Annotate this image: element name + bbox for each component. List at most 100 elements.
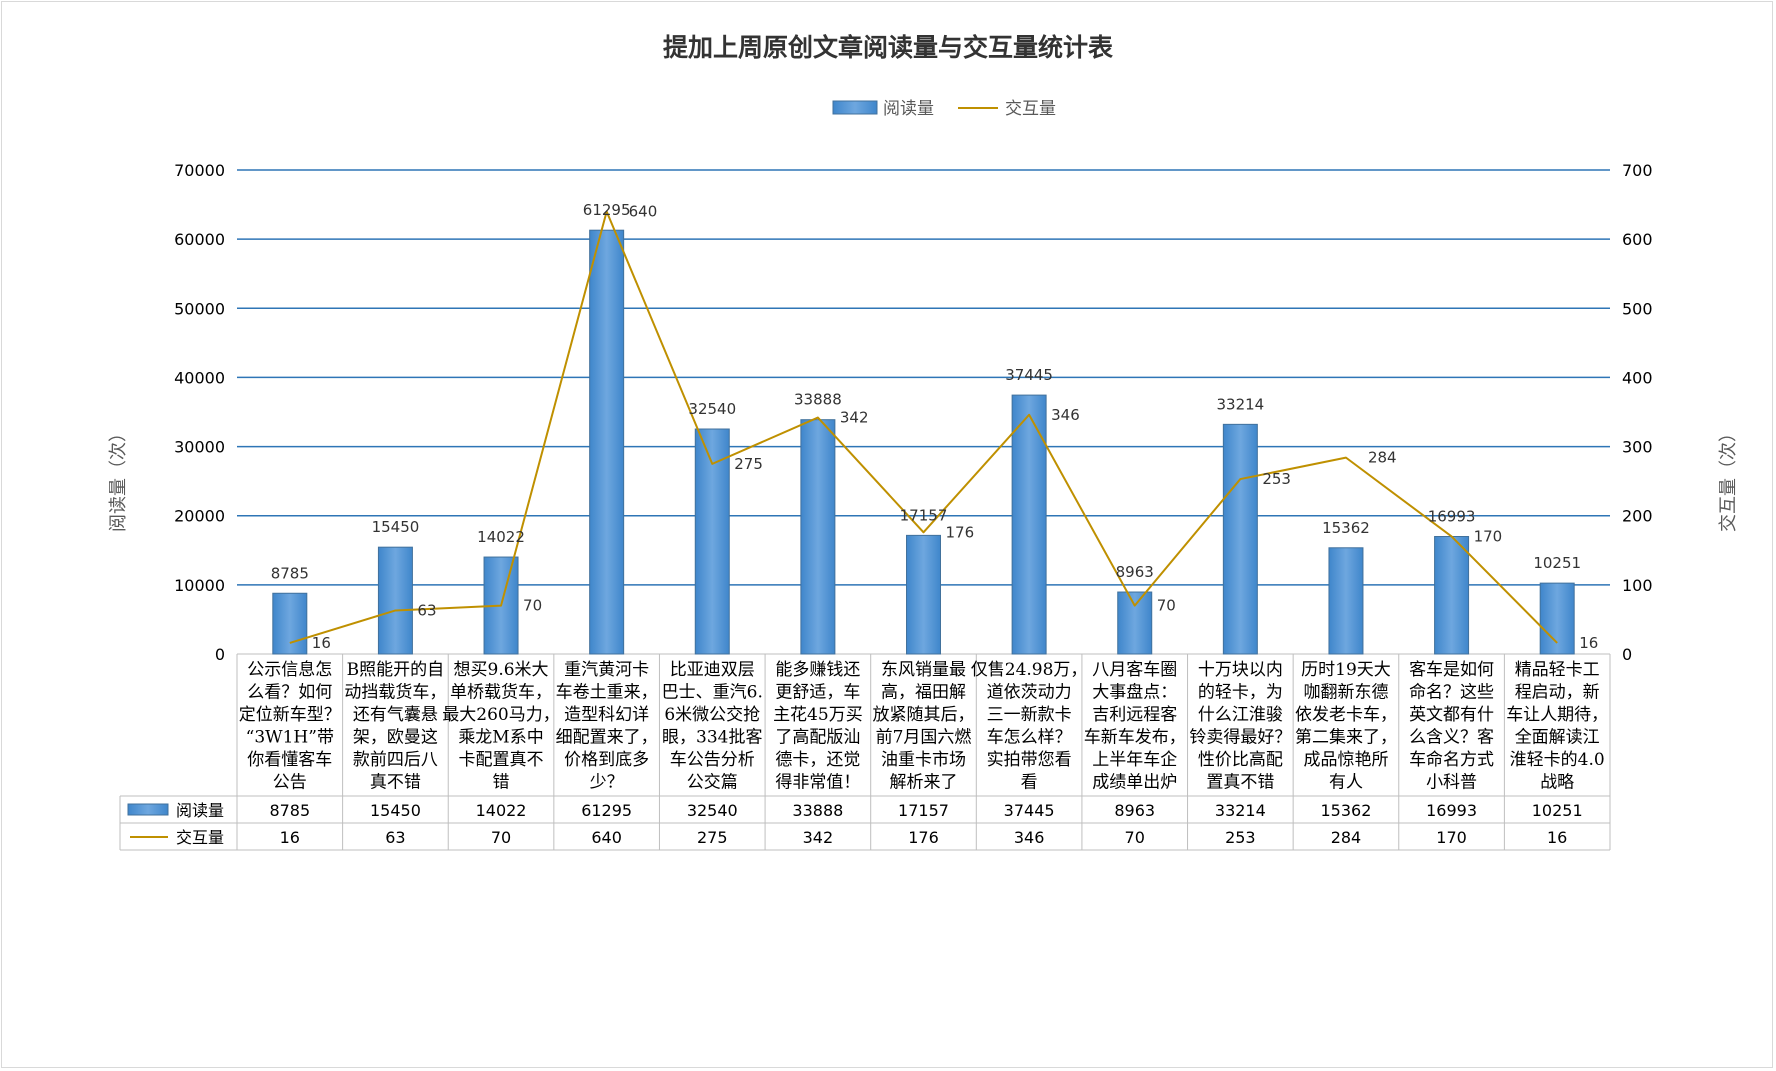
- category-label-line: 成绩单出炉: [1092, 773, 1177, 793]
- line-value-label: 342: [840, 409, 869, 427]
- category-label-line: 性价比高配: [1198, 750, 1283, 770]
- category-label-line: 战略: [1540, 773, 1574, 793]
- category-label-line: 想买9.6米大: [454, 660, 549, 680]
- category-label-line: 么看？如何: [247, 683, 332, 703]
- category-label-line: 么含义？客: [1409, 728, 1494, 748]
- y2-tick-label: 300: [1622, 438, 1653, 457]
- category-label-line: 命名？这些: [1409, 683, 1494, 703]
- category-label-line: 车命名方式: [1409, 750, 1494, 770]
- category-label-line: 车公告分析: [670, 750, 755, 770]
- category-label-line: 放紧随其后，: [873, 705, 975, 725]
- table-cell-interactions: 70: [491, 828, 511, 847]
- interaction-line: [289, 210, 1558, 644]
- category-label-line: 款前四后八: [353, 750, 438, 770]
- y-tick-label: 0: [215, 645, 225, 664]
- gridlines: [237, 169, 1610, 655]
- bar: [589, 229, 625, 655]
- y-tick-label: 40000: [174, 368, 225, 387]
- category-label-line: 架，欧曼这: [353, 728, 438, 748]
- table-cell-reads: 8963: [1114, 801, 1155, 820]
- line-value-label: 275: [734, 455, 763, 473]
- category-label-line: 得非常值！: [775, 773, 860, 793]
- line-value-label: 253: [1262, 470, 1291, 488]
- category-label-line: 全面解读江: [1515, 728, 1600, 748]
- y2-tick-label: 700: [1622, 161, 1653, 180]
- category-label-line: 卡配置真不: [459, 750, 544, 770]
- table-cell-reads: 15362: [1321, 801, 1372, 820]
- category-label-line: 成品惊艳所: [1303, 750, 1388, 770]
- category-label-line: 精品轻卡工: [1515, 660, 1600, 680]
- category-label-line: 铃卖得最好？: [1189, 728, 1291, 748]
- category-label-line: 你看懂客车: [247, 750, 332, 770]
- line-data-labels: 16 63 70 640 275 342 176 346 70 253 284 170 16: [312, 202, 1598, 651]
- category-label-line: 上半年车企: [1092, 750, 1177, 770]
- bar-value-label: 33888: [794, 391, 842, 409]
- table-cell-interactions: 16: [280, 828, 300, 847]
- table-cell-interactions: 284: [1331, 828, 1362, 847]
- category-label-line: 动挡载货车，: [344, 683, 446, 703]
- category-label-line: 最大260马力，: [442, 705, 559, 725]
- category-label-line: 十万块以内: [1198, 660, 1283, 680]
- bar-value-label: 33214: [1216, 395, 1264, 413]
- category-label-line: 油重卡市场: [881, 750, 966, 770]
- category-label-line: 道依茨动力: [987, 683, 1072, 703]
- category-label-line: 仅售24.98万，: [971, 660, 1088, 680]
- line-value-label: 346: [1051, 406, 1080, 424]
- category-label-line: 什么江淮骏: [1198, 705, 1283, 725]
- table-cell-interactions: 346: [1014, 828, 1045, 847]
- category-label-line: 程启动，新: [1515, 683, 1600, 703]
- y-tick-label: 10000: [174, 576, 225, 595]
- table-cell-reads: 16993: [1426, 801, 1477, 820]
- category-label-line: 还有气囊悬: [353, 705, 438, 725]
- category-label-line: 第二集来了，: [1295, 728, 1397, 748]
- bar-value-label: 37445: [1005, 366, 1053, 384]
- category-label-line: B照能开的自: [347, 660, 445, 680]
- y-tick-label: 20000: [174, 507, 225, 526]
- y-tick-label: 30000: [174, 438, 225, 457]
- bar-series: [272, 229, 1575, 655]
- bar: [377, 546, 413, 655]
- table-cell-reads: 15450: [370, 801, 421, 820]
- category-label-line: 实拍带您看: [987, 750, 1072, 770]
- legend-label-reads: 阅读量: [883, 99, 934, 119]
- category-label-line: 依发老卡车，: [1295, 705, 1397, 725]
- table-cell-reads: 37445: [1004, 801, 1055, 820]
- bar: [906, 534, 941, 655]
- category-label-line: 高，福田解: [881, 683, 966, 703]
- category-label-line: 看: [1021, 773, 1038, 793]
- category-label-line: 英文都有什: [1409, 705, 1494, 725]
- category-label-line: 淮轻卡的4.0: [1510, 750, 1605, 770]
- bar: [1539, 582, 1575, 655]
- table-cell-reads: 10251: [1532, 801, 1583, 820]
- line-value-label: 170: [1474, 527, 1503, 545]
- category-label-line: 公示信息怎: [247, 660, 332, 680]
- category-label-line: 东风销量最: [881, 660, 966, 680]
- table-cell-interactions: 16: [1547, 828, 1567, 847]
- table-cell-interactions: 275: [697, 828, 728, 847]
- category-label-line: 公告: [273, 773, 307, 793]
- table-cell-interactions: 176: [908, 828, 939, 847]
- line-value-label: 70: [523, 597, 542, 615]
- bar: [272, 592, 308, 655]
- category-label-line: 能多赚钱还: [775, 660, 860, 680]
- category-label-line: 真不错: [370, 773, 421, 793]
- y2-axis-title: 交互量（次）: [1718, 424, 1739, 532]
- y-tick-label: 50000: [174, 299, 225, 318]
- bar-value-label: 15450: [372, 518, 420, 536]
- bar: [1011, 394, 1047, 655]
- category-label-line: 解析来了: [890, 773, 958, 793]
- category-label-line: 历时19天大: [1301, 660, 1391, 680]
- line-value-label: 284: [1368, 449, 1397, 467]
- bar: [694, 428, 730, 655]
- category-label-line: 乘龙M系中: [458, 728, 543, 748]
- category-label-line: 6米微公交抢: [664, 705, 760, 725]
- category-label-line: 有人: [1329, 773, 1363, 793]
- category-label-line: 车新车发布，: [1084, 728, 1186, 748]
- category-label-line: 细配置来了，: [556, 728, 658, 748]
- line-value-label: 16: [312, 634, 331, 652]
- category-label-line: 车怎么样？: [987, 728, 1072, 748]
- bar: [1328, 547, 1364, 655]
- category-label-line: 车让人期待，: [1506, 705, 1608, 725]
- category-label-line: 客车是如何: [1409, 660, 1494, 680]
